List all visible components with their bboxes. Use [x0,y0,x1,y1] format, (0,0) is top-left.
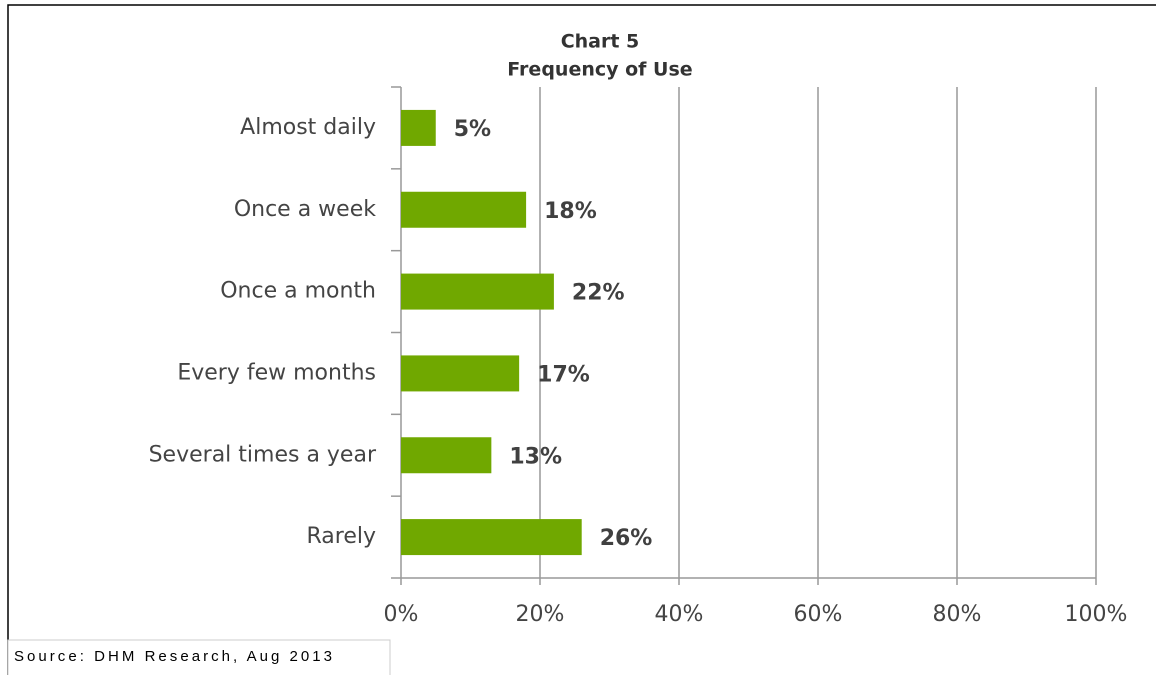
bar [401,191,527,228]
value-label: 17% [537,362,590,387]
y-tick-label: Rarely [306,524,376,549]
chart-title: Chart 5 [561,31,640,53]
source-box [7,639,391,675]
value-label: 26% [600,526,653,551]
chart-frame [7,4,1156,675]
value-label: 5% [454,117,491,142]
x-tick-label: 0% [384,602,419,627]
value-label: 22% [572,281,625,306]
y-tick-label: Several times a year [149,442,377,467]
y-tick-label: Every few months [177,360,376,385]
x-tick-label: 60% [794,602,843,627]
source-note: Source: DHM Research, Aug 2013 [14,648,332,665]
bar [401,109,436,146]
value-label: 13% [509,444,562,469]
x-tick-label: 20% [516,602,565,627]
bar [401,355,520,392]
y-tick-label: Once a week [234,197,376,222]
value-label: 18% [544,199,597,224]
y-tick-label: Almost daily [240,115,376,140]
x-tick-label: 40% [655,602,704,627]
y-tick-label: Once a month [220,279,376,304]
bar [401,519,582,556]
bar [401,437,492,474]
x-tick-label: 80% [933,602,982,627]
chart-subtitle: Frequency of Use [507,59,692,81]
x-tick-label: 100% [1065,602,1128,627]
bar [401,273,554,310]
